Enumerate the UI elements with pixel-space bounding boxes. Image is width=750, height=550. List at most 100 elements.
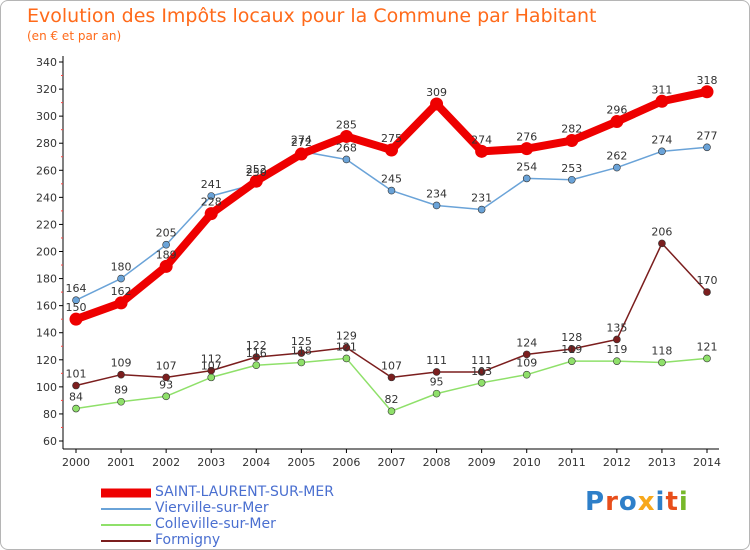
data-point	[117, 274, 125, 283]
data-label: 206	[651, 225, 672, 238]
data-label: 121	[336, 340, 357, 353]
data-label: 268	[336, 141, 357, 154]
data-point	[297, 349, 306, 357]
data-point	[658, 358, 666, 367]
data-point	[387, 186, 396, 195]
data-labels: 150 162 189 228 252 272 285 275 309 274 276 282 296 3…	[66, 74, 718, 406]
data-label: 116	[246, 347, 267, 360]
data-point	[477, 368, 486, 376]
data-point	[294, 147, 308, 161]
data-label: 228	[201, 196, 222, 209]
data-label: 107	[156, 359, 177, 372]
data-label: 170	[697, 274, 718, 287]
data-point	[297, 358, 306, 367]
y-tick-label: 100	[36, 381, 57, 394]
series-0	[69, 85, 714, 326]
y-tick-label: 120	[36, 354, 57, 367]
data-point	[385, 143, 398, 157]
data-label: 109	[516, 357, 537, 370]
data-label: 274	[291, 133, 312, 146]
x-tick-label: 2002	[152, 456, 180, 469]
data-label: 231	[471, 192, 492, 205]
data-label: 275	[381, 132, 402, 145]
data-point	[477, 205, 486, 214]
legend-label: Vierville-sur-Mer	[155, 500, 269, 516]
x-tick-label: 2004	[242, 456, 270, 469]
y-tick-label: 240	[36, 191, 57, 204]
data-point	[207, 192, 216, 200]
data-point	[567, 175, 576, 184]
data-label: 84	[69, 391, 83, 404]
data-point	[520, 142, 534, 156]
data-label: 272	[291, 136, 312, 149]
data-point	[342, 354, 351, 363]
x-tick-label: 2006	[332, 456, 360, 469]
data-label: 254	[516, 160, 537, 173]
data-point	[655, 94, 669, 108]
data-point	[658, 239, 666, 248]
chart-title: Evolution des Impôts locaux pour la Comm…	[27, 5, 597, 27]
data-point	[613, 163, 621, 172]
y-tick-label: 300	[36, 110, 57, 123]
data-point	[114, 296, 128, 310]
data-label: 296	[606, 104, 627, 117]
data-point	[252, 361, 261, 370]
data-point	[700, 85, 714, 99]
data-point	[72, 381, 80, 390]
legend-swatch	[101, 508, 151, 510]
x-tick-label: 2009	[468, 456, 496, 469]
data-label: 111	[471, 354, 492, 367]
data-point	[432, 389, 441, 398]
data-label: 250	[246, 166, 267, 179]
data-label: 274	[651, 133, 672, 146]
x-tick-label: 2005	[287, 456, 315, 469]
data-label: 318	[697, 74, 718, 87]
y-tick-label: 160	[36, 300, 57, 313]
x-tick-label: 2013	[648, 456, 676, 469]
legend-item: SAINT-LAURENT-SUR-MER	[101, 484, 361, 501]
data-point	[522, 350, 531, 359]
data-point	[613, 357, 621, 365]
data-point	[565, 134, 579, 148]
data-label: 89	[114, 384, 128, 397]
y-tick-label: 280	[36, 137, 57, 150]
data-point	[658, 147, 666, 156]
data-label: 262	[606, 150, 627, 163]
data-point	[72, 296, 80, 305]
data-label: 107	[381, 359, 402, 372]
y-tick-label: 340	[36, 56, 57, 69]
y-tick-label: 180	[36, 273, 57, 286]
data-label: 180	[111, 261, 132, 274]
data-point	[610, 115, 624, 129]
legend-label: SAINT-LAURENT-SUR-MER	[155, 484, 334, 500]
data-label: 150	[66, 301, 87, 314]
data-label: 253	[561, 162, 582, 175]
data-label: 252	[246, 163, 267, 176]
data-point	[207, 366, 216, 375]
series-layer	[69, 85, 714, 416]
data-label: 111	[426, 354, 447, 367]
data-point	[387, 407, 396, 416]
data-label: 118	[651, 344, 672, 357]
data-point	[339, 129, 353, 143]
data-label: 121	[697, 340, 718, 353]
data-point	[204, 207, 218, 221]
data-label: 277	[697, 129, 718, 142]
data-label: 118	[291, 344, 312, 357]
data-label: 129	[336, 330, 357, 343]
data-label: 125	[291, 335, 312, 348]
x-tick-label: 2010	[513, 456, 541, 469]
data-point	[207, 373, 216, 382]
data-point	[162, 392, 170, 401]
data-label: 93	[159, 378, 173, 391]
data-label: 119	[606, 343, 627, 356]
series-2	[72, 354, 711, 416]
legend-swatch	[101, 540, 151, 542]
data-label: 245	[381, 173, 402, 186]
legend-swatch	[101, 488, 151, 498]
data-label: 107	[201, 359, 222, 372]
data-point	[117, 370, 125, 379]
data-point	[613, 335, 621, 344]
data-label: 135	[606, 321, 627, 334]
